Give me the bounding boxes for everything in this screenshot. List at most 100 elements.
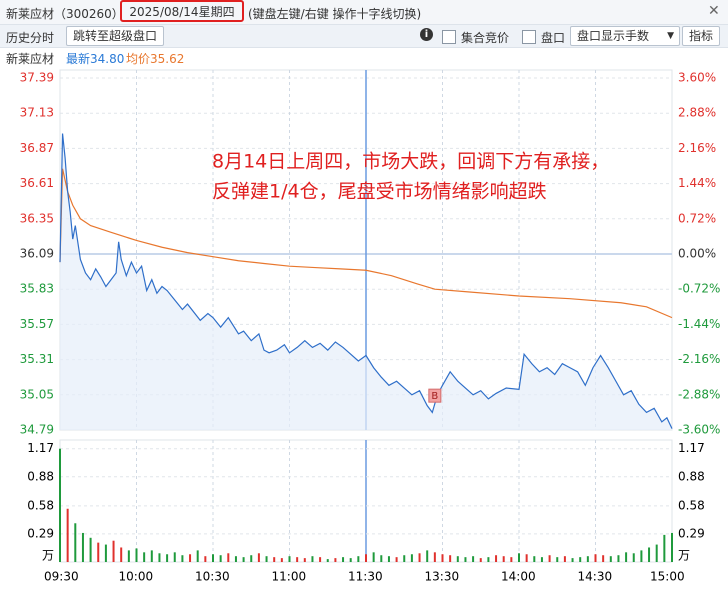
volume-bar xyxy=(602,555,605,562)
volume-bar xyxy=(571,558,574,562)
y-tick-label: 37.39 xyxy=(20,71,54,85)
info-bar: 新莱应材 最新34.80 均价35.62 xyxy=(0,48,728,66)
y-tick-label: 36.87 xyxy=(20,141,54,155)
volume-bar xyxy=(59,448,61,562)
volume-bar xyxy=(456,556,459,562)
volume-bar xyxy=(227,553,230,562)
price-line xyxy=(59,133,673,429)
volume-bar xyxy=(204,556,207,562)
volume-bar xyxy=(533,556,536,562)
volume-bar xyxy=(273,557,276,562)
volume-bar xyxy=(242,557,245,562)
volume-bar xyxy=(487,557,490,562)
y2-tick-label: 3.60% xyxy=(678,71,716,85)
volume-bar xyxy=(334,558,337,562)
volume-tick-label-right: 1.17 xyxy=(678,441,705,455)
y2-tick-label: 0.00% xyxy=(678,247,716,261)
volume-bar xyxy=(671,532,673,562)
x-tick-label: 10:30 xyxy=(195,570,230,584)
volume-bar xyxy=(97,542,100,562)
volume-bar xyxy=(464,557,467,562)
toolbar: 历史分时 跳转至超级盘口 i 集合竞价 盘口 盘口显示手数 ▼ 指标 xyxy=(0,25,728,48)
auction-checkbox[interactable]: 集合竞价 xyxy=(442,29,509,46)
close-button[interactable]: ✕ xyxy=(708,3,720,19)
volume-bar xyxy=(372,552,375,562)
volume-bar xyxy=(548,555,551,562)
volume-bar xyxy=(357,556,360,562)
y-tick-label: 35.05 xyxy=(20,387,54,401)
y2-tick-label: 2.88% xyxy=(678,106,716,120)
volume-bar xyxy=(617,555,620,562)
volume-bar xyxy=(212,554,214,562)
x-tick-label: 10:00 xyxy=(119,570,154,584)
volume-bar xyxy=(296,557,299,562)
y-tick-label: 36.09 xyxy=(20,247,54,261)
volume-bar xyxy=(120,547,123,562)
info-latest: 最新34.80 xyxy=(66,52,125,66)
volume-bar xyxy=(609,556,612,562)
volume-bar xyxy=(625,552,628,562)
volume-bar xyxy=(74,523,77,562)
y2-tick-label: -2.16% xyxy=(678,352,720,366)
volume-bar xyxy=(112,540,115,562)
volume-bar xyxy=(540,557,543,562)
info-icon[interactable]: i xyxy=(420,28,433,41)
y-tick-label: 34.79 xyxy=(20,423,54,437)
x-tick-label: 13:30 xyxy=(425,570,460,584)
volume-bar xyxy=(143,552,146,562)
y-tick-label: 36.35 xyxy=(20,211,54,225)
volume-bar xyxy=(365,554,367,562)
volume-bar xyxy=(89,537,92,562)
x-tick-label: 15:00 xyxy=(650,570,685,584)
volume-bar xyxy=(280,558,283,562)
volume-bar xyxy=(594,554,597,562)
y2-tick-label: 1.44% xyxy=(678,176,716,190)
volume-bar xyxy=(410,554,413,562)
volume-bar xyxy=(479,558,482,562)
volume-bar xyxy=(311,556,314,562)
jump-button[interactable]: 跳转至超级盘口 xyxy=(66,26,165,46)
annotation: 反弹建1/4仓，尾盘受市场情绪影响超跌 xyxy=(212,181,547,203)
volume-bar xyxy=(655,544,658,562)
display-dropdown[interactable]: 盘口显示手数 ▼ xyxy=(570,26,680,46)
volume-bar xyxy=(449,555,452,562)
volume-bar xyxy=(380,555,383,562)
volume-bar xyxy=(181,555,184,562)
x-tick-label: 11:00 xyxy=(272,570,307,584)
volume-tick-label: 1.17 xyxy=(27,441,54,455)
title-bar: 新莱应材（300260） 2025/08/14星期四 (键盘左键/右键 操作十字… xyxy=(0,0,728,25)
volume-bar xyxy=(257,553,260,562)
volume-bar xyxy=(219,555,222,562)
volume-bar xyxy=(66,508,69,562)
volume-bar xyxy=(265,556,268,562)
average-line xyxy=(59,168,673,319)
volume-bar xyxy=(250,555,253,562)
volume-bar xyxy=(426,550,429,562)
x-tick-label: 14:00 xyxy=(501,570,536,584)
volume-bar xyxy=(173,552,176,562)
volume-bar xyxy=(632,553,635,562)
y2-tick-label: -0.72% xyxy=(678,282,720,296)
volume-bar xyxy=(495,555,498,562)
volume-bar xyxy=(342,557,345,562)
volume-bar xyxy=(150,550,153,562)
volume-tick-label-right: 0.58 xyxy=(678,498,705,512)
volume-bar xyxy=(418,553,421,562)
y2-tick-label: 0.72% xyxy=(678,211,716,225)
volume-bar xyxy=(81,532,84,562)
volume-bar xyxy=(556,557,559,562)
volume-bar xyxy=(166,554,169,562)
book-checkbox[interactable]: 盘口 xyxy=(522,29,565,46)
volume-bar xyxy=(189,554,192,562)
y2-tick-label: 2.16% xyxy=(678,141,716,155)
info-name: 新莱应材 xyxy=(6,52,55,66)
indicator-button[interactable]: 指标 xyxy=(682,26,721,46)
volume-bar xyxy=(196,550,199,562)
volume-bar xyxy=(326,559,329,562)
info-avg: 均价35.62 xyxy=(126,52,185,66)
volume-bar xyxy=(433,552,436,562)
volume-tick-label: 0.58 xyxy=(27,498,54,512)
volume-bar xyxy=(510,557,513,562)
hint: (键盘左键/右键 操作十字线切换) xyxy=(248,7,422,21)
